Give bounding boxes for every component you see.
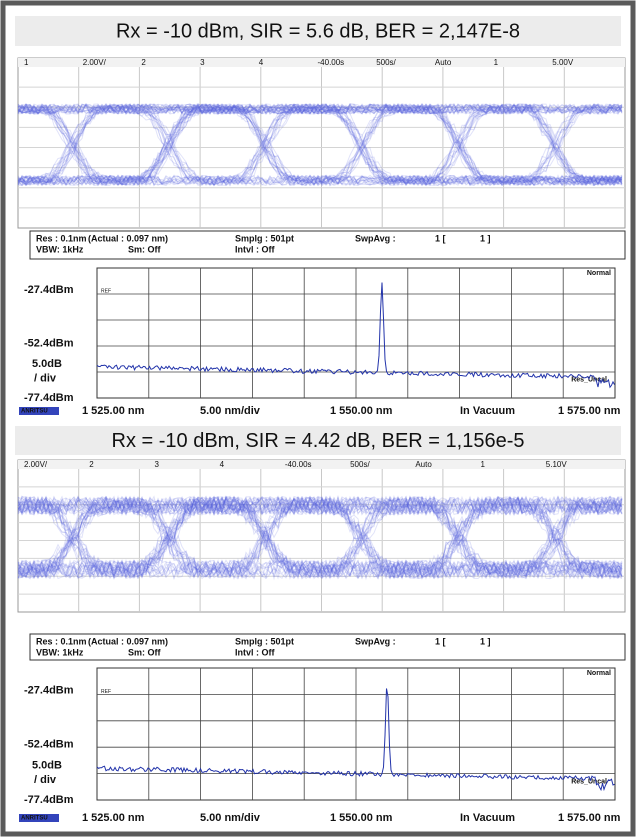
mid-level-label: -52.4dBm	[24, 337, 74, 349]
x-axis-label: 1 550.00 nm	[330, 405, 393, 417]
scope-header	[18, 460, 625, 469]
info-res: Res : 0.1nm	[36, 636, 87, 646]
info-intvl: Intvl : Off	[235, 244, 275, 254]
x-axis-label: In Vacuum	[460, 812, 515, 824]
scope-header-label: 3	[200, 58, 205, 67]
info-count_end: 1 ]	[480, 233, 491, 243]
ref-marker: REF	[101, 289, 111, 295]
info-vbw: VBW: 1kHz	[36, 244, 84, 254]
scope-header-label: -40.00s	[285, 460, 312, 469]
scope-header-label: 1	[24, 58, 29, 67]
panel-title: Rx = -10 dBm, SIR = 4.42 dB, BER = 1,156…	[112, 430, 525, 452]
scale-label: 5.0dB	[32, 358, 62, 370]
scope-header-label: 2.00V/	[24, 460, 48, 469]
info-count: 1 [	[435, 636, 446, 646]
info-res: Res : 0.1nm	[36, 233, 87, 243]
scope-header-label: 4	[220, 460, 225, 469]
res-uncal-label: Res_Uncal	[571, 778, 607, 785]
mid-level-label: -52.4dBm	[24, 738, 74, 750]
ref-level-label: -27.4dBm	[24, 684, 74, 696]
x-axis-label: 1 525.00 nm	[82, 812, 145, 824]
bottom-level-label: -77.4dBm	[24, 794, 74, 806]
scale-unit-label: / div	[34, 774, 57, 786]
ref-marker: REF	[101, 689, 111, 695]
bottom-level-label: -77.4dBm	[24, 392, 74, 404]
scope-header-label: 1	[494, 58, 499, 67]
scope-header-label: 2.00V/	[83, 58, 107, 67]
scope-header-label: 500s/	[350, 460, 370, 469]
info-smplg: Smplg : 501pt	[235, 233, 294, 243]
scope-header-label: 4	[259, 58, 264, 67]
info-swpavg: SwpAvg :	[355, 233, 396, 243]
scope-header-label: 3	[154, 460, 159, 469]
scope-header-label: 500s/	[376, 58, 396, 67]
x-axis-label: 1 550.00 nm	[330, 812, 393, 824]
info-smplg: Smplg : 501pt	[235, 636, 294, 646]
scope-header-label: Auto	[435, 58, 452, 67]
info-vbw: VBW: 1kHz	[36, 647, 84, 657]
panel-title: Rx = -10 dBm, SIR = 5.6 dB, BER = 2,147E…	[116, 20, 520, 42]
x-axis-label: 5.00 nm/div	[200, 405, 261, 417]
x-axis-label: 1 525.00 nm	[82, 405, 145, 417]
x-axis-label: 5.00 nm/div	[200, 812, 261, 824]
info-swpavg: SwpAvg :	[355, 636, 396, 646]
info-sm: Sm: Off	[128, 647, 162, 657]
ref-level-label: -27.4dBm	[24, 284, 74, 296]
scope-header-label: 2	[89, 460, 94, 469]
scope-header-label: Auto	[415, 460, 432, 469]
scope-header-label: -40.00s	[318, 58, 345, 67]
info-count: 1 [	[435, 233, 446, 243]
info-intvl: Intvl : Off	[235, 647, 275, 657]
scope-header-label: 2	[141, 58, 146, 67]
scope-header-label: 1	[481, 460, 486, 469]
figure: Rx = -10 dBm, SIR = 5.6 dB, BER = 2,147E…	[0, 0, 636, 837]
scope-header-label: 5.00V	[552, 58, 574, 67]
scale-unit-label: / div	[34, 372, 57, 384]
x-axis-label: In Vacuum	[460, 405, 515, 417]
scale-label: 5.0dB	[32, 760, 62, 772]
info-sm: Sm: Off	[128, 244, 162, 254]
brand-label: ANRITSU	[21, 409, 48, 415]
info-actual: (Actual : 0.097 nm)	[88, 233, 168, 243]
info-count_end: 1 ]	[480, 636, 491, 646]
info-actual: (Actual : 0.097 nm)	[88, 636, 168, 646]
mode-label: Normal	[587, 270, 611, 277]
scope-header-label: 5.10V	[546, 460, 568, 469]
mode-label: Normal	[587, 670, 611, 677]
x-axis-label: 1 575.00 nm	[558, 812, 621, 824]
brand-label: ANRITSU	[21, 816, 48, 822]
x-axis-label: 1 575.00 nm	[558, 405, 621, 417]
